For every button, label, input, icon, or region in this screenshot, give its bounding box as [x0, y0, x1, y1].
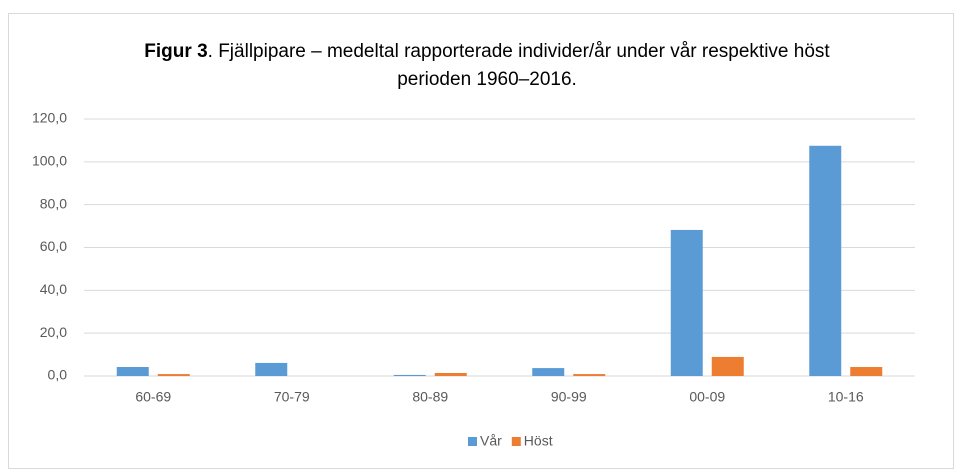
bar — [711, 356, 744, 376]
x-tick-label: 00-09 — [689, 389, 725, 405]
y-tick-label: 0,0 — [48, 367, 68, 383]
x-tick-label: 80-89 — [412, 389, 448, 405]
legend-label: Vår — [480, 433, 502, 449]
legend-swatch — [511, 437, 521, 446]
bar — [532, 368, 565, 376]
bar — [434, 373, 467, 376]
bar — [255, 362, 288, 376]
bar — [809, 145, 842, 376]
y-tick-label: 120,0 — [32, 110, 67, 126]
title-rest: . Fjällpipare – medeltal rapporterade in… — [208, 41, 831, 62]
legend-swatch — [468, 437, 477, 446]
y-tick-label: 60,0 — [40, 238, 67, 254]
bar — [670, 229, 703, 376]
chart-border — [8, 13, 954, 469]
y-tick-label: 80,0 — [40, 195, 67, 211]
y-tick-label: 40,0 — [40, 281, 67, 297]
x-tick-label: 10-16 — [828, 389, 864, 405]
legend-label: Höst — [524, 433, 553, 449]
bar — [850, 367, 883, 376]
chart-title-line2: perioden 1960–2016. — [397, 69, 577, 90]
chart-title: Figur 3. Fjällpipare – medeltal rapporte… — [144, 41, 830, 62]
y-tick-label: 100,0 — [32, 153, 67, 169]
bar — [157, 374, 190, 376]
x-tick-label: 70-79 — [274, 389, 310, 405]
title-bold: Figur 3 — [144, 41, 207, 62]
x-tick-label: 90-99 — [551, 389, 587, 405]
x-tick-label: 60-69 — [135, 389, 171, 405]
y-tick-label: 20,0 — [40, 324, 67, 340]
bar — [116, 367, 149, 376]
bar — [393, 374, 426, 376]
bar — [573, 374, 606, 376]
